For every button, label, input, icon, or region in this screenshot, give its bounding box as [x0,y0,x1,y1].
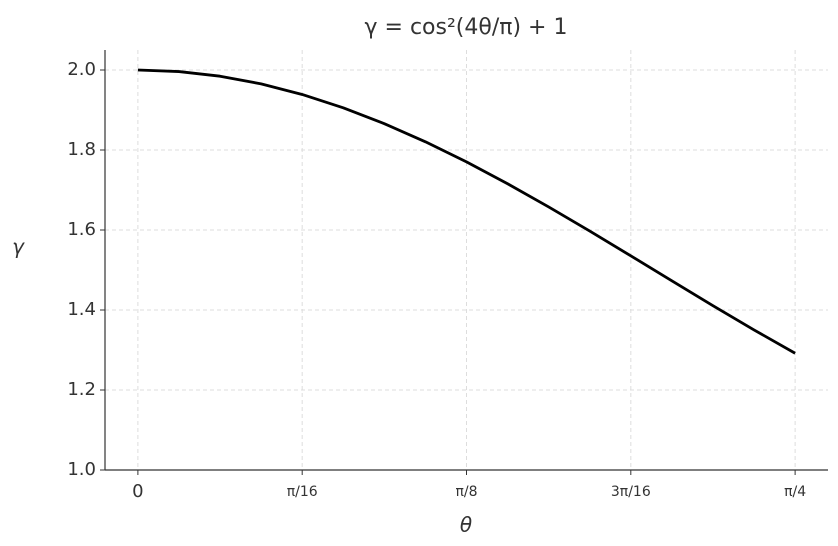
y-axis-label: γ [12,235,25,259]
x-tick-label: π/16 [287,484,318,500]
y-tick-label: 1.4 [67,299,96,320]
y-tick-label: 1.8 [67,139,96,160]
x-tick-label: π/8 [455,484,477,500]
x-tick-label: 3π/16 [611,484,651,500]
x-tick-label: π/4 [784,484,806,500]
y-tick-label: 2.0 [67,59,96,80]
chart-title: γ = cos²(4θ/π) + 1 [365,15,568,40]
x-axis-label: θ [460,513,472,537]
x-tick-label: 0 [132,481,143,502]
y-tick-label: 1.6 [67,219,96,240]
y-tick-label: 1.2 [67,379,96,400]
data-line [137,68,796,355]
y-tick-label: 1.0 [67,459,96,480]
